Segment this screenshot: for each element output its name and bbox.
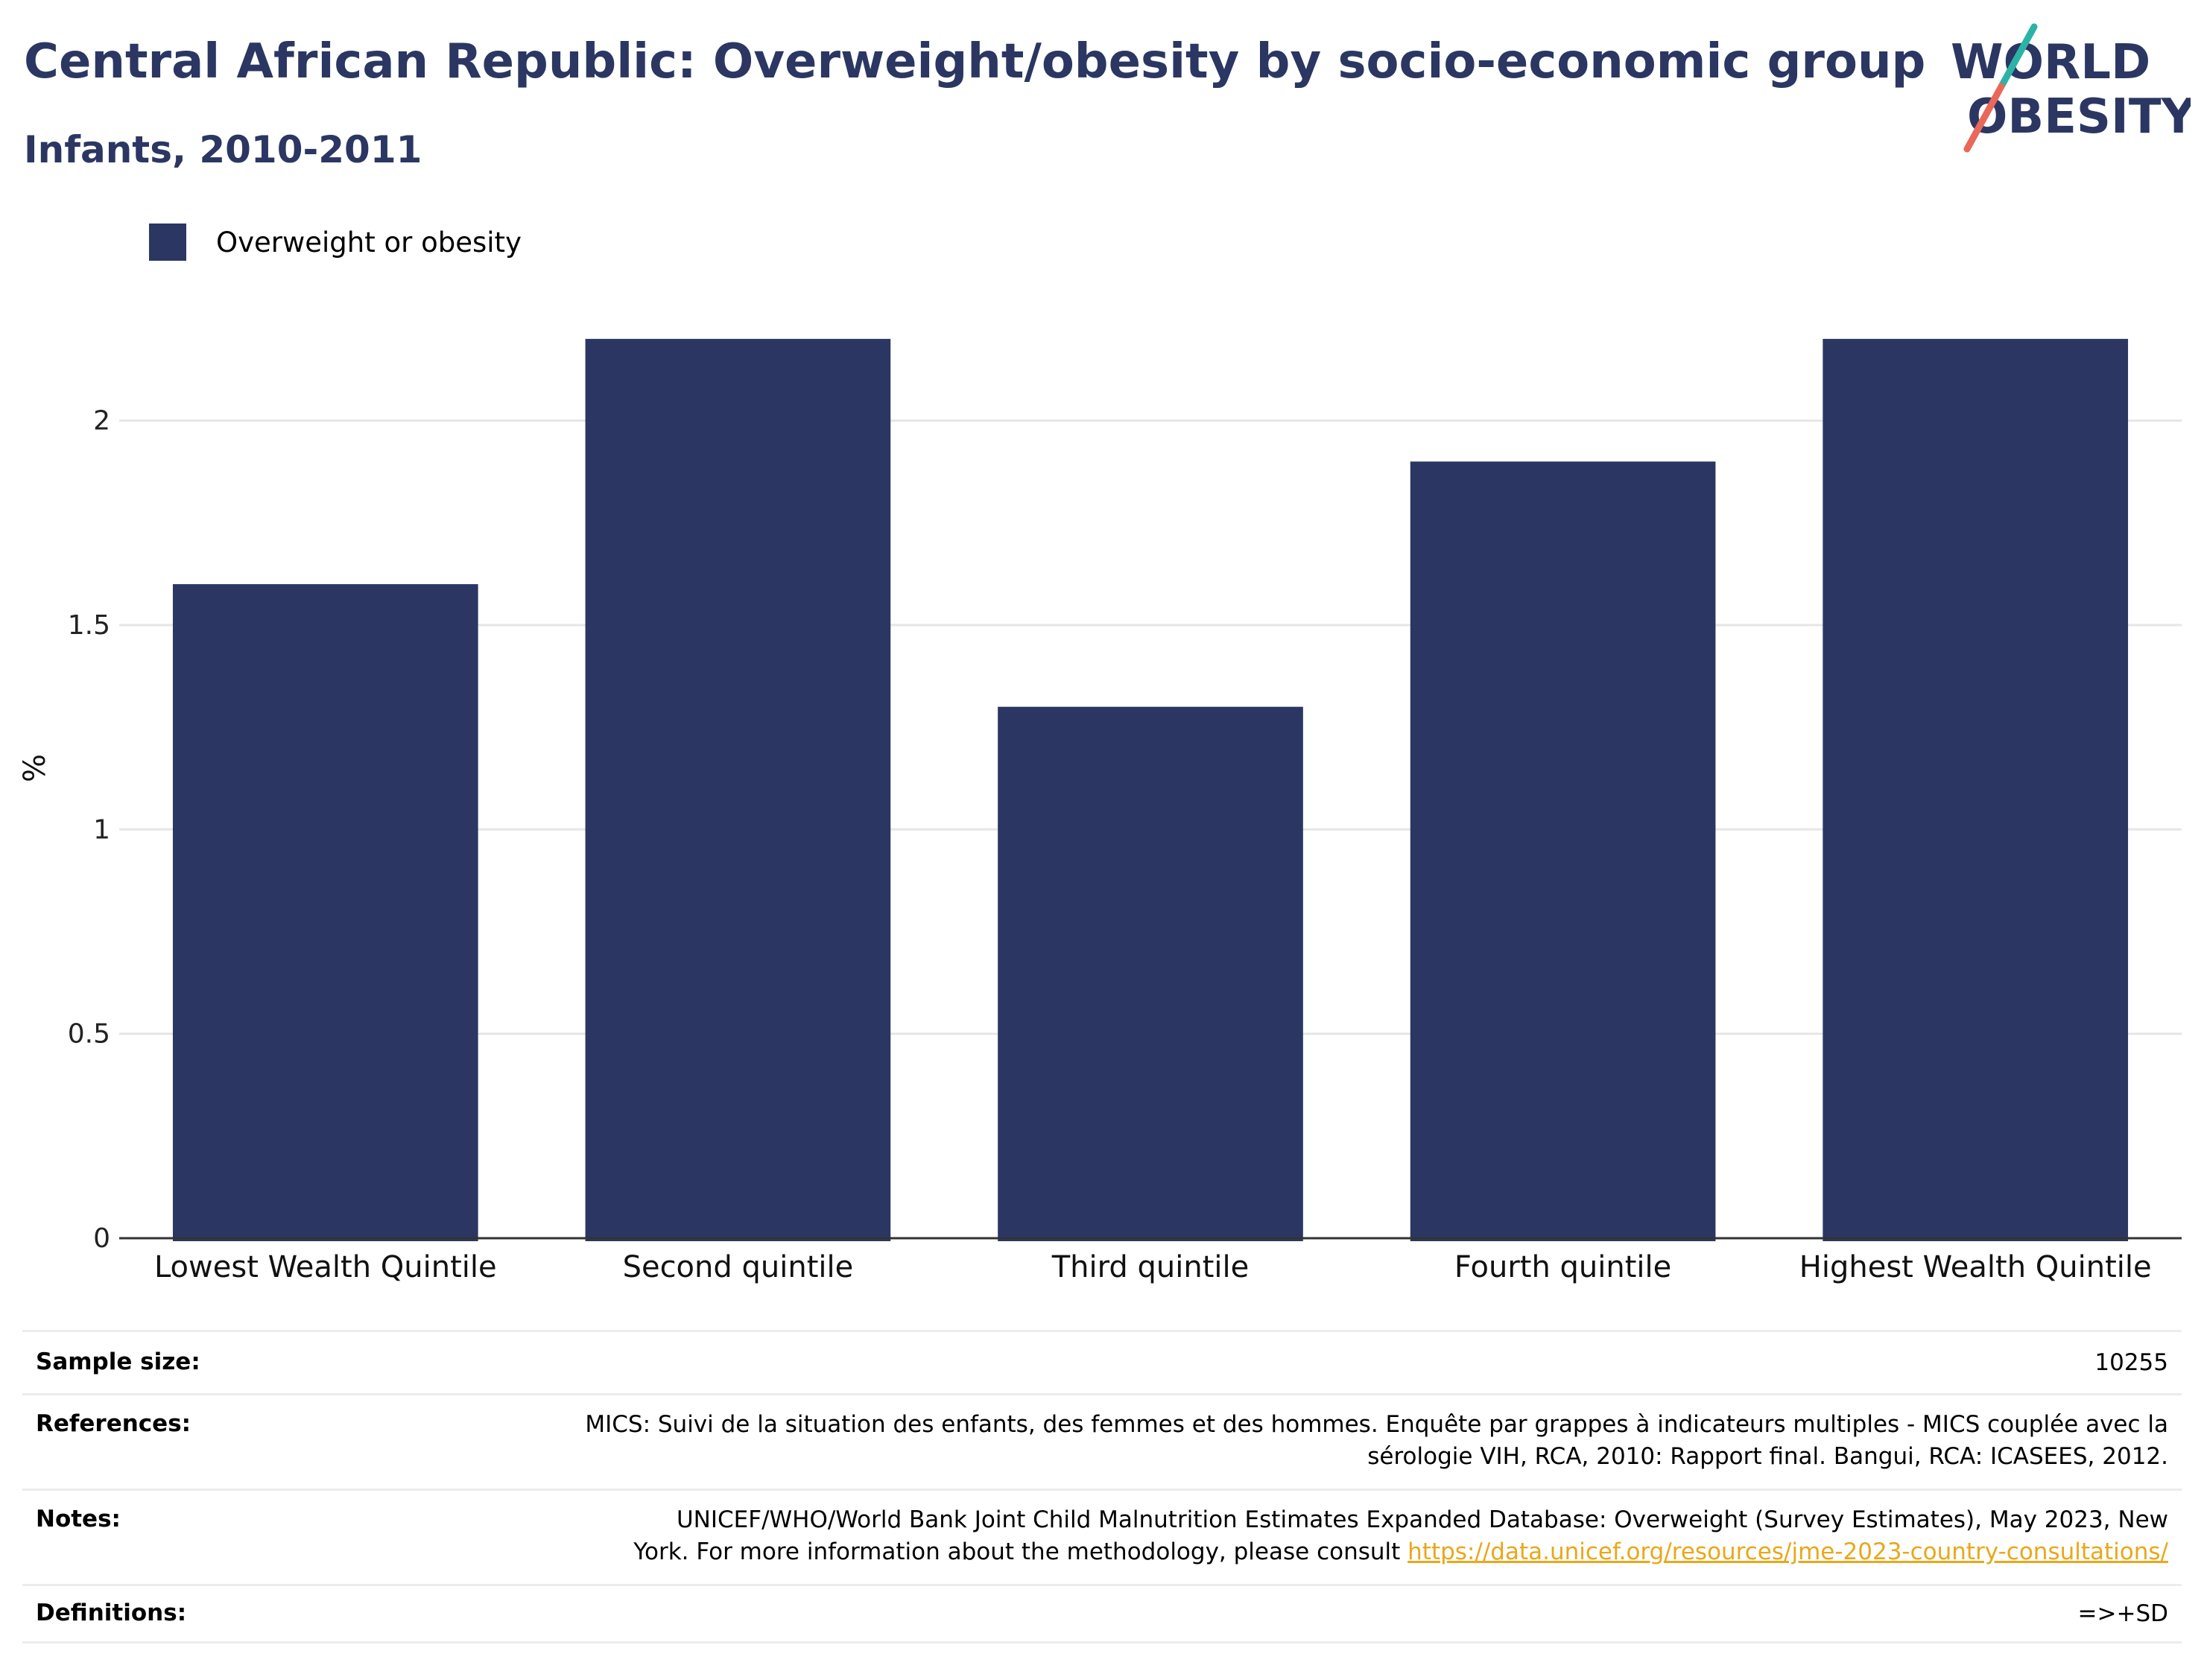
references-label: References:	[36, 1410, 191, 1437]
page-title: Central African Republic: Overweight/obe…	[24, 34, 1926, 89]
x-tick-label: Lowest Wealth Quintile	[154, 1250, 497, 1284]
notes-text: UNICEF/WHO/World Bank Joint Child Malnut…	[633, 1504, 2168, 1568]
sample-size-label: Sample size:	[36, 1348, 200, 1375]
y-tick-label: 1	[93, 814, 110, 845]
bar-5	[1823, 338, 2129, 1241]
logo-slash-teal	[1998, 23, 2038, 90]
notes-line-1: UNICEF/WHO/World Bank Joint Child Malnut…	[676, 1506, 2168, 1533]
x-tick-label: Highest Wealth Quintile	[1799, 1250, 2152, 1284]
bar-4	[1410, 461, 1716, 1241]
y-axis-title: %	[18, 754, 52, 782]
notes-row: Notes: UNICEF/WHO/World Bank Joint Child…	[22, 1491, 2182, 1586]
notes-line-2: York. For more information about the met…	[633, 1536, 2168, 1568]
notes-label: Notes:	[36, 1506, 121, 1532]
x-tick-label: Fourth quintile	[1454, 1250, 1671, 1284]
references-line-1: MICS: Suivi de la situation des enfants,…	[585, 1411, 2168, 1438]
references-text: MICS: Suivi de la situation des enfants,…	[585, 1409, 2168, 1473]
references-line-2: sérologie VIH, RCA, 2010: Rapport final.…	[1367, 1443, 2168, 1470]
x-tick-label: Third quintile	[1051, 1250, 1249, 1284]
world-obesity-logo: WORLD OBESITY	[1951, 23, 2191, 153]
x-tick-label: Second quintile	[623, 1250, 854, 1284]
y-tick-label: 2	[93, 406, 110, 437]
logo-word-2: OBESITY	[1967, 89, 2191, 145]
bar-2	[585, 338, 891, 1241]
bar-1	[172, 584, 478, 1241]
y-tick-label: 0.5	[68, 1019, 110, 1050]
definitions-value: =>+SD	[2077, 1600, 2168, 1627]
definitions-label: Definitions:	[36, 1600, 187, 1626]
legend-label: Overweight or obesity	[216, 226, 522, 259]
legend-swatch	[149, 224, 186, 261]
methodology-link[interactable]: https://data.unicef.org/resources/jme-20…	[1407, 1538, 2168, 1565]
sample-size-value: 10255	[2094, 1349, 2168, 1376]
notes-line-2-text: York. For more information about the met…	[633, 1538, 1408, 1565]
y-tick-label: 1.5	[68, 610, 110, 641]
bar-3	[998, 706, 1303, 1241]
logo-word-1: WORLD	[1951, 35, 2150, 90]
logo-slash-coral	[1963, 83, 2005, 153]
references-row: References: MICS: Suivi de la situation …	[22, 1395, 2182, 1491]
sample-size-row: Sample size: 10255	[22, 1332, 2182, 1395]
bar-chart: 0 0.5 1 1.5 2 Lowest Wealth Quintile Second qu…	[18, 338, 2182, 1284]
page-subtitle: Infants, 2010-2011	[24, 128, 422, 171]
definitions-row: Definitions: =>+SD	[22, 1586, 2182, 1643]
y-tick-label: 0	[93, 1223, 110, 1254]
metadata-table: Sample size: 10255 References: MICS: Sui…	[22, 1330, 2182, 1643]
